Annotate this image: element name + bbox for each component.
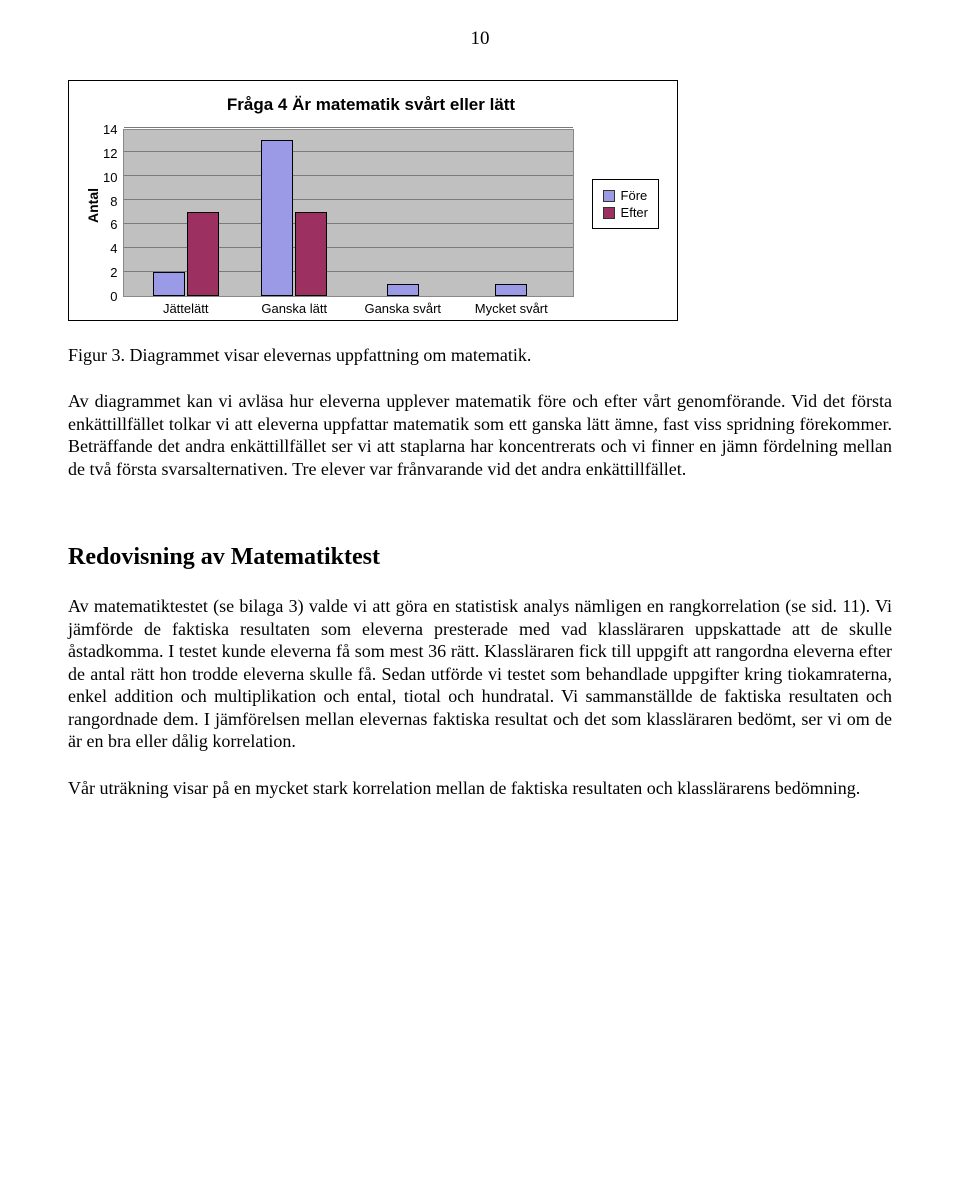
plot-column: JättelättGanska lättGanska svårtMycket s… bbox=[123, 129, 573, 316]
x-tick-label: Ganska svårt bbox=[349, 301, 458, 316]
chart-bar bbox=[261, 140, 293, 296]
chart-title: Fråga 4 Är matematik svårt eller lätt bbox=[83, 95, 659, 115]
chart-bar bbox=[295, 212, 327, 296]
chart-bar bbox=[495, 284, 527, 296]
y-tick: 4 bbox=[103, 241, 117, 256]
x-axis-labels: JättelättGanska lättGanska svårtMycket s… bbox=[123, 297, 573, 316]
section-heading: Redovisning av Matematiktest bbox=[68, 544, 892, 571]
chart-bar bbox=[387, 284, 419, 296]
bar-chart-container: Fråga 4 Är matematik svårt eller lätt An… bbox=[68, 80, 678, 321]
chart-category bbox=[457, 130, 565, 296]
x-tick-label: Mycket svårt bbox=[457, 301, 566, 316]
y-tick: 10 bbox=[103, 170, 117, 185]
figure-caption: Figur 3. Diagrammet visar elevernas uppf… bbox=[68, 345, 892, 366]
chart-legend: Före Efter bbox=[592, 179, 659, 229]
legend-label: Efter bbox=[621, 205, 648, 220]
paragraph: Av diagrammet kan vi avläsa hur eleverna… bbox=[68, 390, 892, 480]
chart-category bbox=[240, 130, 348, 296]
y-axis-ticks: 14 12 10 8 6 4 2 0 bbox=[103, 122, 123, 304]
legend-swatch bbox=[603, 207, 615, 219]
chart-category bbox=[349, 130, 457, 296]
y-tick: 14 bbox=[103, 122, 117, 137]
chart-category bbox=[132, 130, 240, 296]
y-tick: 2 bbox=[103, 265, 117, 280]
y-tick: 8 bbox=[103, 194, 117, 209]
chart-bar bbox=[153, 272, 185, 296]
plot-area bbox=[123, 129, 573, 297]
legend-swatch bbox=[603, 190, 615, 202]
chart-body: Antal 14121086420 JättelättGanska lättGa… bbox=[83, 129, 659, 316]
legend-item: Efter bbox=[603, 205, 648, 220]
chart-bar bbox=[187, 212, 219, 296]
legend-item: Före bbox=[603, 188, 648, 203]
paragraph: Av matematiktestet (se bilaga 3) valde v… bbox=[68, 595, 892, 753]
x-tick-label: Ganska lätt bbox=[240, 301, 349, 316]
y-axis-label: Antal bbox=[85, 203, 101, 223]
x-tick-label: Jättelätt bbox=[131, 301, 240, 316]
y-tick: 6 bbox=[103, 217, 117, 232]
y-tick: 0 bbox=[103, 289, 117, 304]
legend-label: Före bbox=[621, 188, 648, 203]
y-tick: 12 bbox=[103, 146, 117, 161]
document-page: 10 Fråga 4 Är matematik svårt eller lätt… bbox=[0, 0, 960, 839]
paragraph: Vår uträkning visar på en mycket stark k… bbox=[68, 777, 892, 800]
page-number: 10 bbox=[68, 28, 892, 50]
